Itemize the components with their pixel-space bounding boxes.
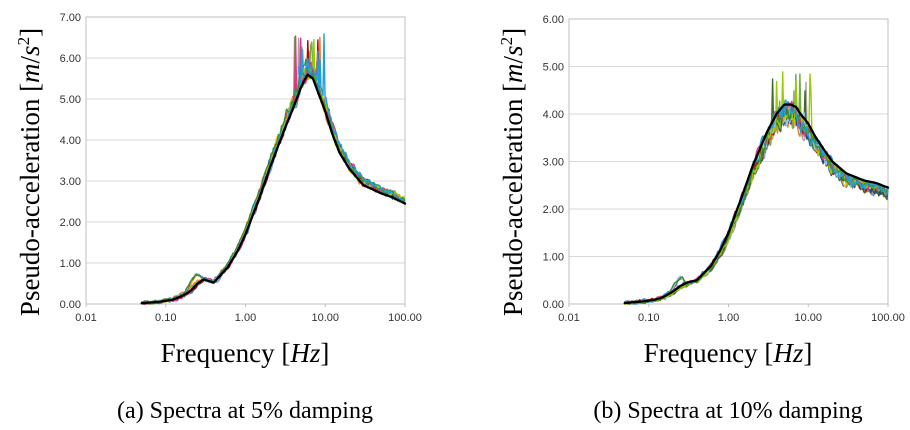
series-line-8 <box>141 39 406 305</box>
series-line-11 <box>141 35 406 305</box>
chart-b-y-axis-title: Pseudo-acceleration [m/s2] <box>497 28 528 316</box>
series-line-1 <box>624 107 889 305</box>
series-line-13 <box>141 58 406 304</box>
y-tick-label: 4.00 <box>60 135 81 147</box>
chart-a-x-ticks: 0.01 0.10 1.00 10.00 100.00 <box>75 304 422 324</box>
x-tick-label: 0.01 <box>558 312 579 324</box>
chart-a-series-group <box>140 33 407 305</box>
x-tick-label: 1.00 <box>718 312 739 324</box>
series-line-9 <box>624 78 889 305</box>
x-tick-label: 10.00 <box>311 312 339 324</box>
y-tick-label: 4.00 <box>543 109 564 121</box>
chart-a-y-axis-title: Pseudo-acceleration [m/s2] <box>14 28 45 316</box>
chart-panel-b: 0.00 1.00 2.00 3.00 4.00 5.00 6.00 0.01 0.10 1.0… <box>497 14 905 424</box>
y-tick-label: 3.00 <box>543 157 564 169</box>
series-line-6 <box>624 73 889 305</box>
series-line-8 <box>624 106 889 304</box>
y-tick-label: 7.00 <box>60 12 81 24</box>
y-tick-label: 3.00 <box>60 176 81 188</box>
chart-panel-a: 0.00 1.00 2.00 3.00 4.00 5.00 6.00 7.00 0.01 0.1… <box>14 12 422 424</box>
series-line-4 <box>624 108 889 305</box>
series-line-11 <box>624 100 889 304</box>
series-line-2 <box>624 110 889 305</box>
series-line-2 <box>141 36 406 305</box>
series-line-13 <box>624 103 889 305</box>
x-tick-label: 100.00 <box>388 312 422 324</box>
x-tick-label: 0.01 <box>75 312 96 324</box>
series-line-10 <box>624 102 889 305</box>
y-tick-label: 2.00 <box>60 217 81 229</box>
series-line-5 <box>624 99 889 305</box>
x-tick-label: 0.10 <box>638 312 659 324</box>
series-line-14 <box>624 101 889 305</box>
chart-b-x-ticks: 0.01 0.10 1.00 10.00 100.00 <box>558 304 905 324</box>
chart-b-caption: (b) Spectra at 10% damping <box>593 398 862 424</box>
y-tick-label: 6.00 <box>543 14 564 26</box>
x-tick-label: 1.00 <box>235 312 256 324</box>
y-tick-label: 1.00 <box>543 252 564 264</box>
chart-b-y-ticks: 0.00 1.00 2.00 3.00 4.00 5.00 6.00 <box>543 14 564 311</box>
chart-b-x-axis-title: Frequency [Hz] <box>644 338 813 368</box>
y-tick-label: 6.00 <box>60 53 81 65</box>
series-line-mean <box>623 103 890 305</box>
series-line-mean <box>140 73 407 305</box>
y-tick-label: 0.00 <box>543 299 564 311</box>
series-line-6 <box>141 36 406 305</box>
chart-a-y-ticks: 0.00 1.00 2.00 3.00 4.00 5.00 6.00 7.00 <box>60 12 81 311</box>
chart-a-gridlines <box>86 16 405 305</box>
chart-b-gridlines <box>569 18 888 305</box>
chart-a-caption: (a) Spectra at 5% damping <box>117 398 373 424</box>
y-tick-label: 5.00 <box>60 94 81 106</box>
y-tick-label: 1.00 <box>60 258 81 270</box>
series-line-3 <box>624 81 889 305</box>
chart-a-x-axis-title: Frequency [Hz] <box>161 338 330 368</box>
x-tick-label: 0.10 <box>155 312 176 324</box>
chart-a-plot-frame <box>85 16 406 305</box>
chart-b-series-group <box>623 71 890 305</box>
series-line-12 <box>141 38 406 305</box>
x-tick-label: 100.00 <box>871 312 905 324</box>
y-tick-label: 2.00 <box>543 204 564 216</box>
series-line-12 <box>624 71 889 305</box>
y-tick-label: 0.00 <box>60 299 81 311</box>
y-tick-label: 5.00 <box>543 62 564 74</box>
series-line-3 <box>141 37 406 305</box>
x-tick-label: 10.00 <box>794 312 822 324</box>
